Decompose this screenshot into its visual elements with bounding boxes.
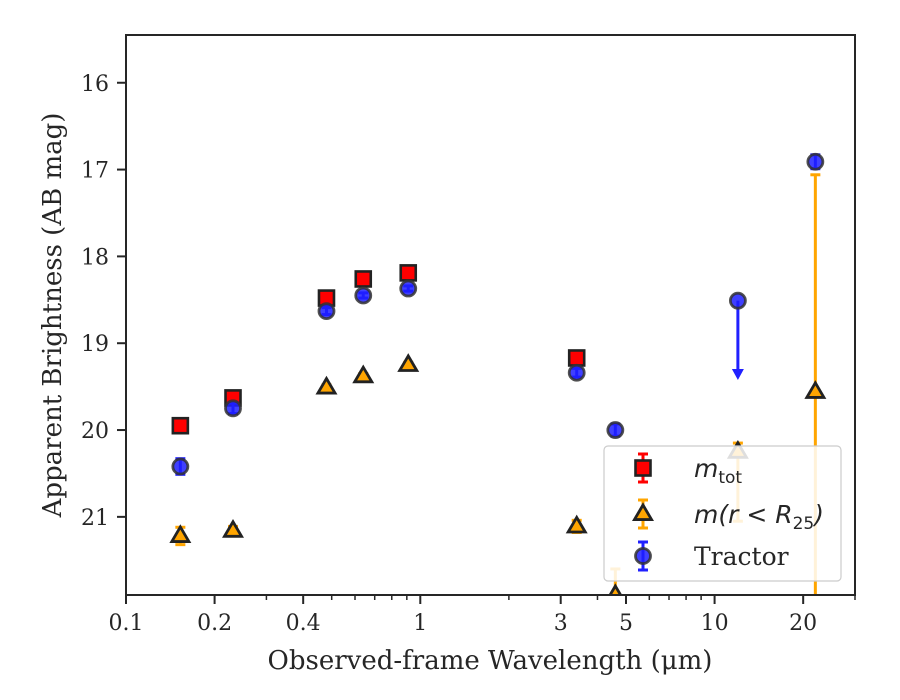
- tractor-marker: [806, 152, 825, 171]
- m-r25-marker: [565, 514, 588, 534]
- x-tick-label: 0.1: [109, 611, 144, 636]
- x-tick-label: 1: [413, 611, 427, 636]
- m-tot-marker: [399, 264, 418, 282]
- tractor-marker: [317, 302, 336, 320]
- upper-limit-marker: [728, 291, 747, 310]
- legend: mtot m(r < R25) Tractor: [603, 445, 842, 582]
- y-axis-title: Apparent Brightness (AB mag): [38, 113, 68, 519]
- tractor-marker: [567, 363, 586, 382]
- legend-frame: [603, 445, 842, 582]
- y-tick-label: 16: [81, 72, 109, 97]
- legend-marker: [634, 459, 652, 477]
- series-tractor: [171, 152, 825, 476]
- m-r25-marker: [222, 518, 245, 538]
- m-tot-marker: [567, 349, 586, 367]
- legend-marker: [634, 547, 652, 565]
- legend-item-tractor: Tractor: [634, 540, 789, 572]
- m-tot-marker: [171, 416, 190, 435]
- x-axis-title: Observed-frame Wavelength (μm): [268, 646, 713, 676]
- legend-item-m-r25: m(r < R25): [632, 498, 824, 534]
- axes-frame: [125, 34, 856, 596]
- m-r25-marker: [315, 375, 338, 395]
- y-tick-label: 20: [81, 419, 109, 444]
- m-r25-marker: [352, 364, 375, 384]
- m-r25-marker: [169, 524, 192, 543]
- tractor-marker: [354, 286, 373, 305]
- legend-label: m(r < R25): [694, 500, 824, 534]
- m-r25-marker: [608, 583, 623, 595]
- y-tick-label: 19: [81, 332, 109, 357]
- m-tot-marker: [354, 270, 373, 288]
- y-tick-label: 21: [81, 506, 109, 531]
- x-tick-label: 0.2: [197, 611, 232, 636]
- x-tick-label: 10: [701, 611, 729, 636]
- axes: 0.1 0.2 0.4 1 3 5 10 20 16 17 18 19 20 21: [81, 34, 856, 636]
- m-r25-marker: [397, 353, 420, 372]
- upper-limit-arrow-head: [731, 368, 744, 380]
- legend-item-m-tot: mtot: [634, 452, 742, 488]
- tractor-marker: [224, 399, 242, 418]
- m-r25-marker: [804, 380, 827, 399]
- y-tick-label: 18: [81, 245, 109, 270]
- x-tick-label: 5: [619, 611, 633, 636]
- x-tick-label: 20: [789, 611, 817, 636]
- tractor-marker: [171, 457, 190, 476]
- x-tick-label: 3: [554, 611, 568, 636]
- legend-label: mtot: [694, 454, 742, 488]
- y-tick-label: 17: [81, 159, 109, 184]
- tractor-marker: [606, 421, 625, 439]
- tractor-marker: [399, 279, 418, 298]
- legend-label: Tractor: [694, 542, 789, 571]
- legend-marker: [632, 502, 654, 521]
- x-tick-label: 0.4: [286, 611, 321, 636]
